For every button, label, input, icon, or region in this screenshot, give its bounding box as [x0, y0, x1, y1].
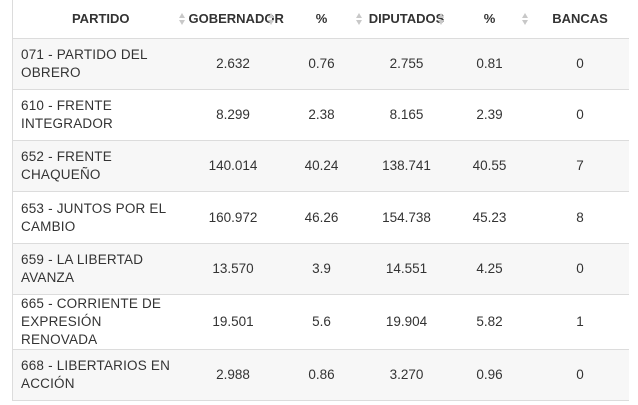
cell-diputados: 138.741	[382, 158, 431, 174]
cell-pct-gobernador: 3.9	[312, 260, 331, 276]
table-row: 665 - CORRIENTE DE EXPRESIÓN RENOVADA 19.…	[12, 294, 629, 350]
cell-gobernador: 2.988	[216, 367, 250, 383]
cell-gobernador: 160.972	[208, 209, 258, 225]
sort-icon[interactable]	[178, 12, 185, 25]
column-header-gobernador[interactable]: GOBERNADOR	[189, 0, 284, 38]
cell-pct-diputados: 2.39	[476, 106, 503, 122]
column-header-bancas[interactable]: BANCAS	[532, 0, 629, 38]
cell-partido: 653 - JUNTOS POR EL CAMBIO	[21, 200, 166, 234]
cell-bancas: 0	[576, 260, 584, 276]
cell-pct-gobernador: 2.38	[308, 106, 335, 122]
cell-partido: 071 - PARTIDO DEL OBRERO	[21, 46, 148, 80]
sort-icon[interactable]	[437, 12, 444, 25]
table-body: 071 - PARTIDO DEL OBRERO 2.632 0.76 2.755 0.…	[12, 38, 629, 401]
cell-pct-diputados: 40.55	[472, 158, 507, 174]
cell-diputados: 3.270	[389, 367, 424, 383]
table-row: 668 - LIBERTARIOS EN ACCIÓN 2.988 0.86 3.27…	[12, 349, 629, 401]
cell-gobernador: 140.014	[208, 158, 258, 174]
cell-pct-diputados: 45.23	[472, 209, 507, 225]
table-row: 610 - FRENTE INTEGRADOR 8.299 2.38 8.165 2.3…	[12, 89, 629, 141]
cell-partido: 652 - FRENTE CHAQUEÑO	[21, 149, 112, 183]
cell-pct-diputados: 0.96	[476, 367, 503, 383]
cell-bancas: 0	[576, 367, 584, 383]
results-table: PARTIDO GOBERNADOR% DIPUTADOS% BANCAS 071 -…	[12, 0, 629, 402]
cell-bancas: 8	[576, 209, 584, 225]
sort-icon[interactable]	[355, 12, 362, 25]
column-header-label: PARTIDO	[71, 11, 130, 27]
cell-gobernador: 2.632	[216, 55, 250, 71]
column-header-partido[interactable]: PARTIDO	[13, 0, 189, 38]
cell-bancas: 0	[576, 55, 584, 71]
cell-gobernador: 19.501	[212, 313, 254, 329]
cell-diputados: 8.165	[389, 106, 424, 122]
cell-pct-gobernador: 0.86	[308, 367, 335, 383]
column-header-label: %	[315, 11, 328, 27]
table-row: 071 - PARTIDO DEL OBRERO 2.632 0.76 2.755 0.…	[12, 38, 629, 90]
cell-pct-gobernador: 0.76	[308, 55, 335, 71]
cell-gobernador: 13.570	[212, 260, 254, 276]
cell-partido: 665 - CORRIENTE DE EXPRESIÓN RENOVADA	[21, 295, 162, 347]
cell-diputados: 14.551	[385, 260, 428, 276]
table-row: 653 - JUNTOS POR EL CAMBIO 160.972 46.26 15…	[12, 191, 629, 244]
cell-partido: 668 - LIBERTARIOS EN ACCIÓN	[21, 358, 171, 392]
cell-diputados: 154.738	[382, 209, 431, 225]
cell-pct-gobernador: 5.6	[312, 313, 331, 329]
column-header-label: DIPUTADOS	[368, 11, 445, 27]
cell-bancas: 0	[576, 106, 584, 122]
sort-icon[interactable]	[521, 12, 528, 25]
results-table-container: PARTIDO GOBERNADOR% DIPUTADOS% BANCAS 071 -…	[12, 0, 629, 402]
column-header-pct-diputados[interactable]: %	[448, 0, 532, 38]
cell-bancas: 1	[576, 313, 584, 329]
sort-icon[interactable]	[267, 12, 274, 25]
cell-bancas: 7	[576, 158, 584, 174]
column-header-label: %	[483, 11, 496, 27]
column-header-pct-gobernador[interactable]: %	[278, 0, 366, 38]
cell-gobernador: 8.299	[216, 106, 250, 122]
cell-pct-diputados: 4.25	[476, 260, 503, 276]
table-row: 652 - FRENTE CHAQUEÑO 140.014 40.24 138.741…	[12, 140, 629, 192]
cell-pct-diputados: 0.81	[476, 55, 503, 71]
column-header-diputados[interactable]: DIPUTADOS	[366, 0, 448, 38]
cell-partido: 659 - LA LIBERTAD AVANZA	[21, 251, 144, 285]
cell-pct-diputados: 5.82	[476, 313, 503, 329]
cell-pct-gobernador: 40.24	[304, 158, 339, 174]
cell-pct-gobernador: 46.26	[304, 209, 339, 225]
column-header-label: GOBERNADOR	[188, 11, 284, 27]
table-header-row: PARTIDO GOBERNADOR% DIPUTADOS% BANCAS	[13, 0, 629, 38]
cell-diputados: 2.755	[389, 55, 424, 71]
table-row: 659 - LA LIBERTAD AVANZA 13.570 3.9 14.551 4…	[12, 243, 629, 295]
column-header-label: BANCAS	[552, 11, 608, 27]
cell-diputados: 19.904	[385, 313, 428, 329]
cell-partido: 610 - FRENTE INTEGRADOR	[21, 97, 114, 131]
